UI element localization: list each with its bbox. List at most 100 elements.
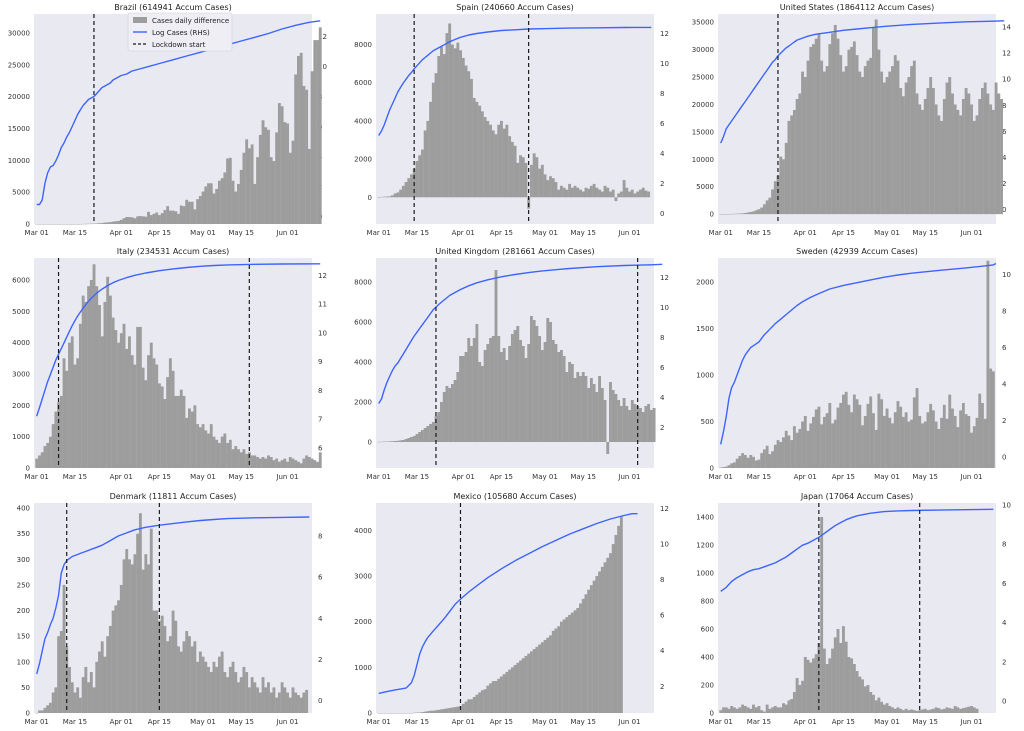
bar [95, 223, 99, 224]
bar [247, 452, 251, 468]
bar [253, 682, 257, 713]
rhs-tick-label: 12 [660, 274, 669, 282]
bar [516, 662, 520, 713]
bar [828, 658, 832, 713]
bar [570, 187, 574, 198]
rhs-tick-label: 10 [660, 540, 669, 548]
bar [217, 656, 221, 713]
bar [910, 66, 914, 215]
bar [510, 141, 514, 198]
legend-bar-label: Cases daily difference [152, 17, 229, 25]
bar [907, 421, 911, 468]
bar [741, 213, 745, 215]
y-tick-label: 300 [17, 556, 30, 564]
bar [981, 402, 984, 468]
bar [606, 442, 610, 454]
bar [647, 191, 651, 198]
bar [535, 157, 539, 198]
bar [461, 356, 465, 442]
bar [491, 130, 495, 198]
bar [899, 88, 903, 215]
bar [765, 445, 769, 468]
rhs-tick-label: 2 [660, 180, 664, 188]
bar [994, 82, 998, 215]
bar [600, 388, 604, 442]
bar [201, 424, 205, 468]
bar [735, 458, 739, 468]
bar [302, 692, 306, 713]
bar [795, 98, 799, 215]
bar [35, 458, 39, 468]
rhs-tick-label: 8 [1002, 102, 1006, 110]
bar [247, 148, 251, 224]
bar [991, 109, 995, 215]
bar [226, 442, 230, 468]
bar [500, 676, 503, 713]
x-tick-label: May 15 [228, 473, 254, 481]
bar [573, 378, 577, 442]
bar [256, 457, 260, 468]
bar [882, 82, 886, 215]
x-tick-label: May 01 [874, 718, 900, 726]
bar [196, 199, 200, 224]
bar [95, 286, 99, 468]
bars-group [377, 270, 656, 454]
bar [491, 336, 495, 442]
bar [117, 342, 121, 468]
bar [869, 692, 873, 713]
bar [125, 549, 129, 713]
y-tick-label: 10000 [692, 156, 714, 164]
bar [283, 687, 287, 713]
y-tick-label: 2000 [354, 156, 372, 164]
bar [937, 115, 941, 215]
bar [171, 210, 175, 224]
x-tick-label: Apr 15 [832, 718, 855, 726]
bar [38, 455, 41, 468]
bar [592, 183, 596, 198]
bar [614, 534, 618, 713]
bar [964, 707, 968, 713]
bar [871, 413, 875, 468]
bar [989, 104, 993, 215]
bar [483, 350, 487, 442]
bar [568, 362, 572, 442]
y-tick-label: 600 [701, 626, 714, 634]
bar [247, 687, 251, 713]
bar [497, 124, 501, 198]
bar [546, 637, 550, 713]
bar [559, 621, 563, 713]
bar [478, 362, 482, 442]
bar [891, 423, 894, 468]
bar [912, 397, 916, 468]
rhs-tick-label: 2 [660, 424, 664, 432]
bar [760, 207, 764, 215]
bar [790, 440, 794, 468]
y-tick-label: 50 [21, 684, 30, 692]
y-tick-label: 2000 [12, 402, 30, 410]
bar [470, 346, 473, 442]
bar [43, 707, 47, 713]
bar [141, 216, 145, 224]
bar [967, 93, 971, 215]
bar [437, 412, 441, 442]
x-tick-label: May 01 [874, 473, 900, 481]
bar [806, 430, 810, 468]
bar [614, 197, 618, 202]
rhs-tick-label: 4 [660, 150, 665, 158]
bar [972, 120, 976, 215]
bar [390, 441, 394, 442]
bar [486, 344, 490, 442]
bar [743, 706, 747, 713]
bar [174, 211, 178, 224]
bar [212, 193, 216, 224]
chart-title: Italy (234531 Accum Cases) [117, 247, 230, 256]
bar [434, 73, 438, 198]
bar [483, 117, 487, 198]
bar [579, 603, 582, 713]
bar [193, 209, 197, 224]
chart-title: Japan (17064 Accum Cases) [800, 492, 913, 501]
bar [277, 461, 281, 468]
y-tick-label: 30000 [692, 46, 714, 54]
bar [280, 106, 284, 224]
bar [831, 648, 834, 713]
